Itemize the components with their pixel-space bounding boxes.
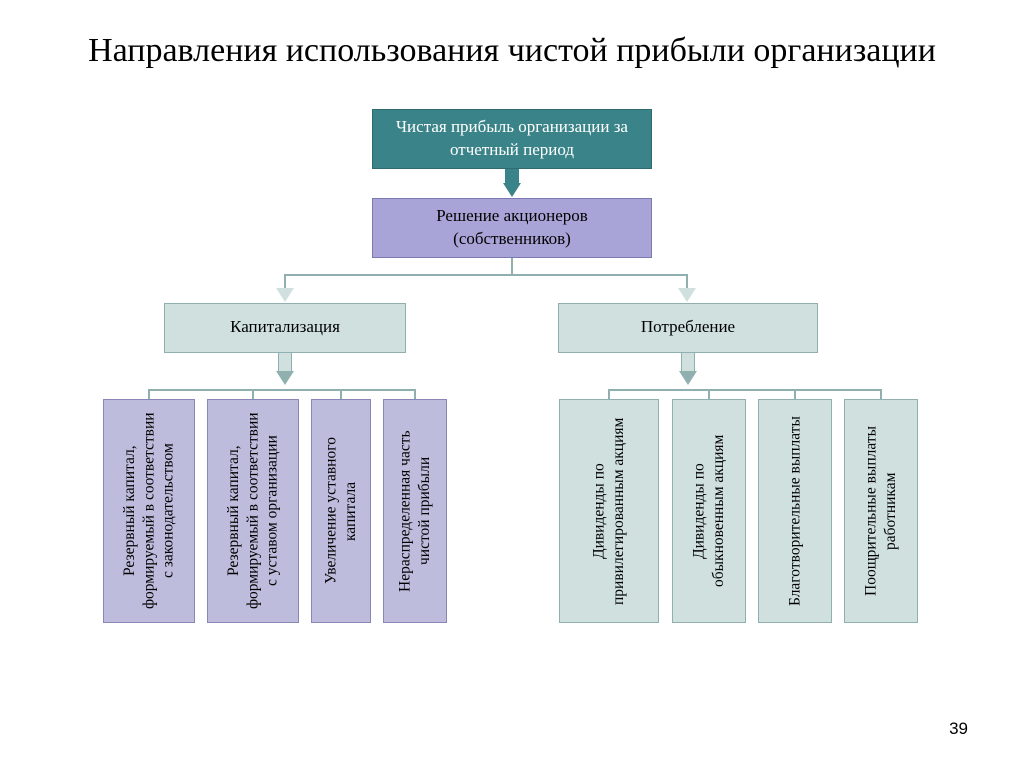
arrow-head-cons [678,288,696,302]
node-net-profit: Чистая прибыль организации за отчетный п… [372,109,652,169]
conn-v-right [686,274,688,288]
page-title: Направления использования чистой прибыли… [0,0,1024,83]
cap-item-2: Увеличение уставного капитала [311,399,371,623]
cons-item-0: Дивиденды по привилегированным акциям [559,399,659,623]
conn-v-main [511,258,513,275]
bracket-cons-0 [608,389,610,399]
arrow-head-cap [276,288,294,302]
node-capitalization: Капитализация [164,303,406,353]
cons-item-3: Поощрительные выплаты работникам [844,399,918,623]
bracket-cap-0 [148,389,150,399]
bracket-cons-1 [708,389,710,399]
node-decision: Решение акционеров (собственников) [372,198,652,258]
cap-item-0: Резервный капитал, формируемый в соответ… [103,399,195,623]
arrow-head-cap2 [276,371,294,385]
bracket-cons-3 [880,389,882,399]
cons-item-2: Благотворительные выплаты [758,399,832,623]
bracket-cons [608,389,880,391]
bracket-cap [148,389,416,391]
bracket-cap-2 [340,389,342,399]
cons-item-1: Дивиденды по обыкновенным акциям [672,399,746,623]
conn-v-left [284,274,286,288]
bracket-cons-2 [794,389,796,399]
arrow-stem-cons2 [681,353,695,371]
node-consumption: Потребление [558,303,818,353]
arrow-head-cons2 [679,371,697,385]
conn-h-split [284,274,688,276]
cap-item-3: Нераспределенная часть чистой прибыли [383,399,447,623]
arrow-stem-1 [505,169,519,183]
flowchart: Чистая прибыль организации за отчетный п… [0,83,1024,683]
bracket-cap-3 [414,389,416,399]
cap-item-1: Резервный капитал, формируемый в соответ… [207,399,299,623]
arrow-stem-cap2 [278,353,292,371]
page-number: 39 [949,719,968,739]
arrow-head-1 [503,183,521,197]
bracket-cap-1 [252,389,254,399]
